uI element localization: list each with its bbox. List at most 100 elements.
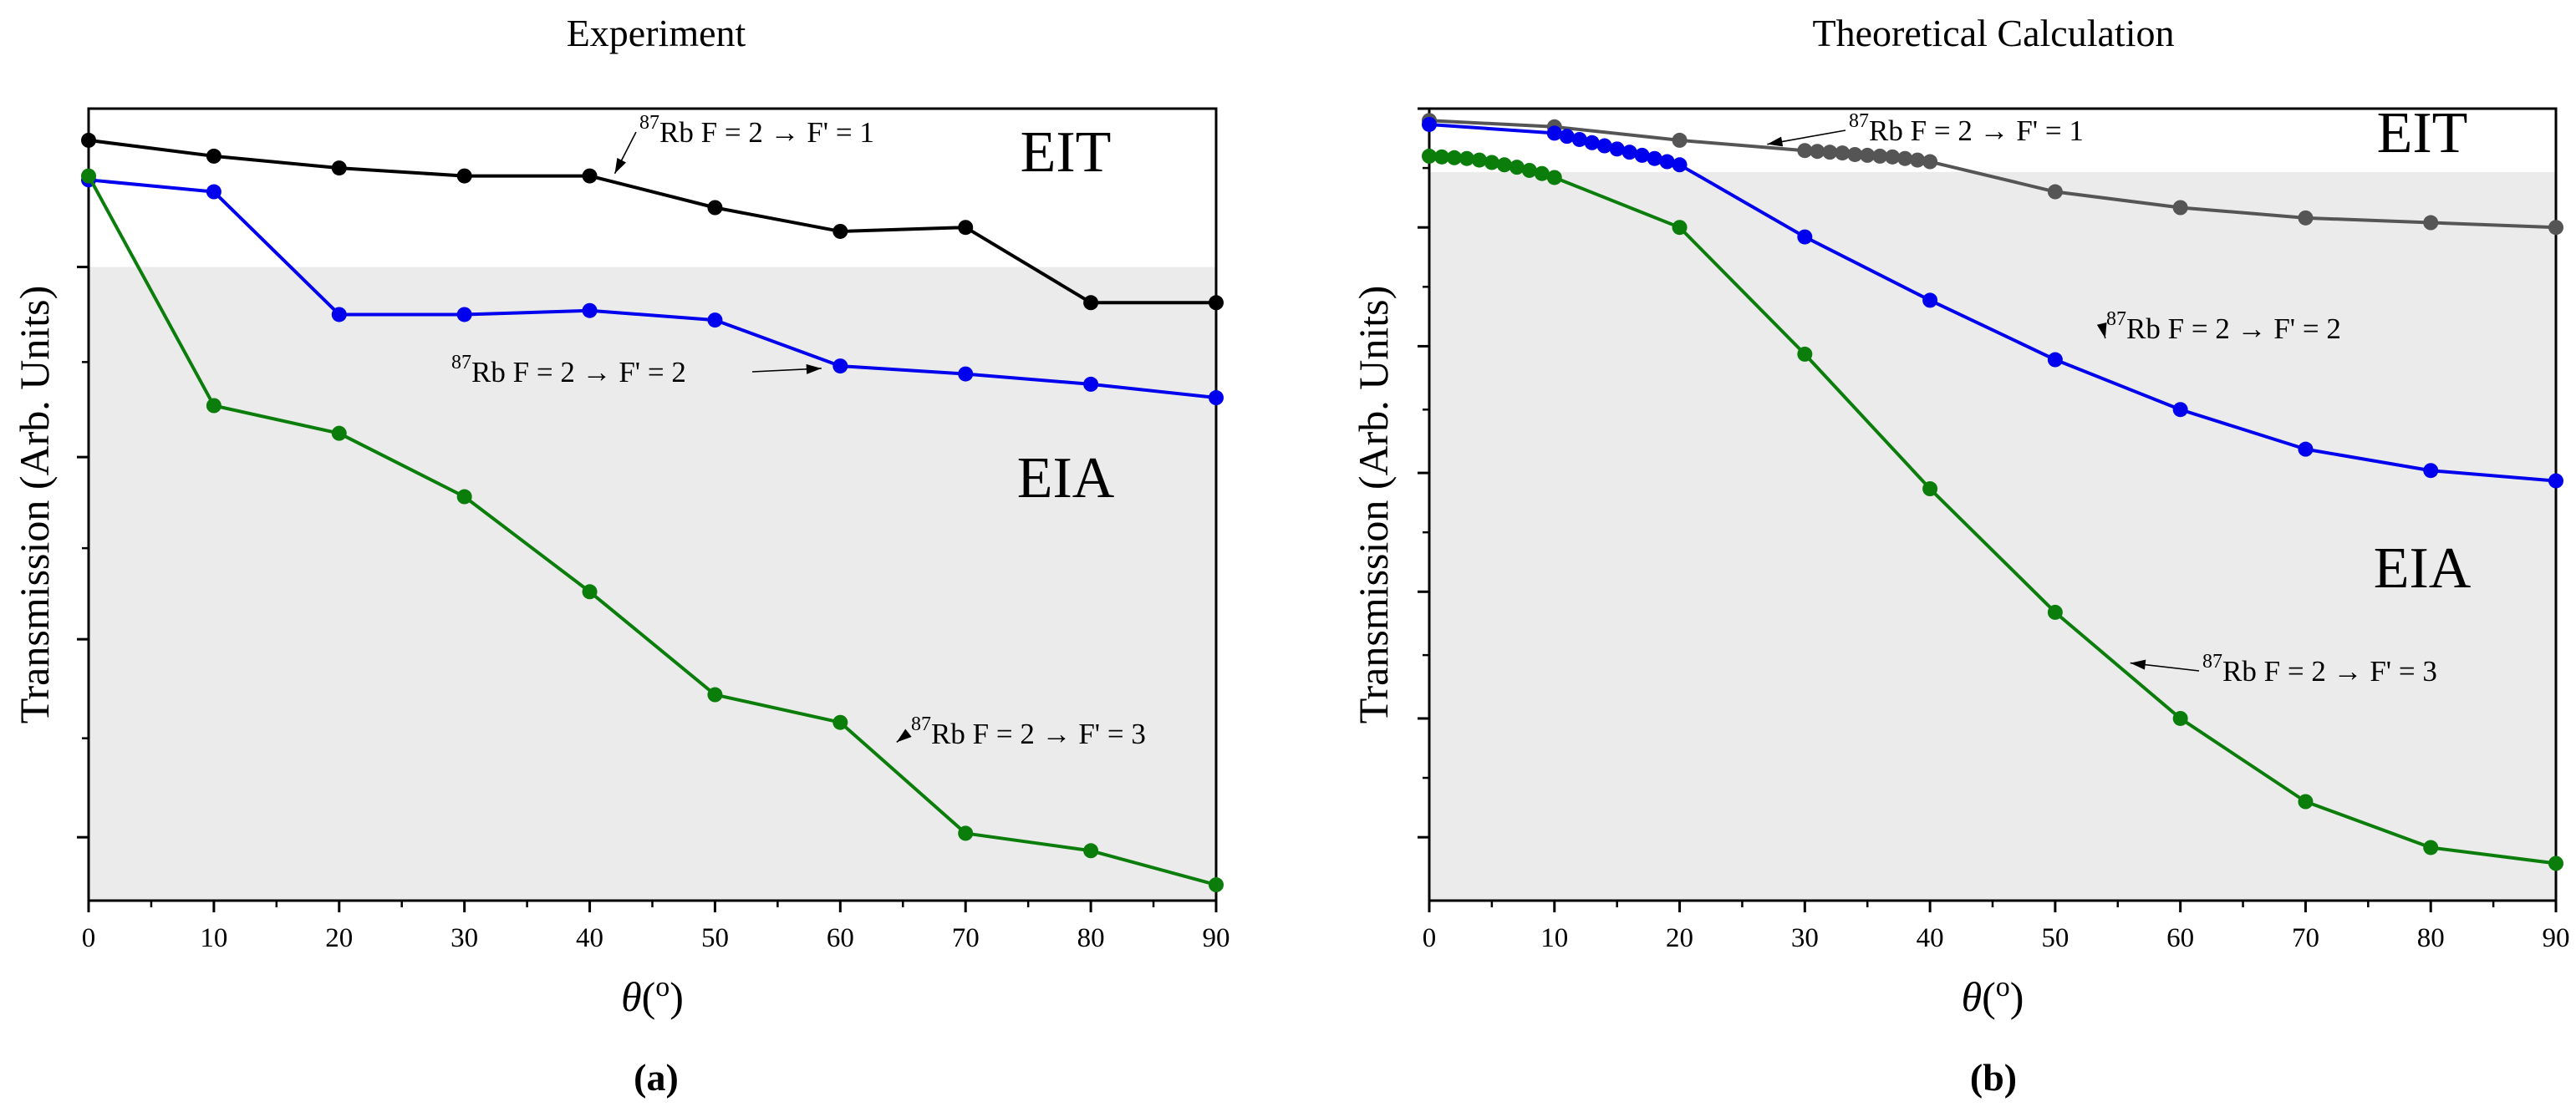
x-tick-label: 90 (1203, 923, 1230, 953)
data-point (206, 398, 221, 414)
annotation-arrowhead (1767, 136, 1784, 147)
data-point (331, 307, 347, 322)
data-point (81, 168, 96, 184)
x-tick-label: 60 (2166, 923, 2194, 953)
data-point (2298, 210, 2314, 226)
series-3 (1422, 148, 2563, 871)
data-point (2047, 352, 2063, 368)
annotation-arrowhead (2096, 322, 2107, 338)
data-point (582, 302, 598, 318)
data-point (1422, 148, 1437, 164)
data-point (456, 307, 472, 322)
region-label-eia: EIA (2374, 536, 2472, 601)
data-point (1209, 877, 1224, 893)
data-point (1634, 147, 1650, 163)
eia-shaded-region (89, 267, 1216, 901)
data-point (1484, 155, 1499, 170)
data-point (1797, 229, 1813, 245)
data-point (832, 358, 848, 374)
data-point (1609, 141, 1625, 157)
series-line (88, 138, 1216, 305)
panel-label: (b) (1970, 1056, 2017, 1099)
data-point (1672, 157, 1688, 173)
data-point (1797, 346, 1813, 362)
data-point (206, 148, 221, 164)
data-point (2548, 220, 2563, 236)
data-point (331, 160, 347, 176)
data-point (1471, 152, 1487, 168)
data-point (2172, 402, 2188, 418)
data-point (1922, 154, 1938, 170)
x-tick-label: 20 (325, 923, 353, 953)
data-point (1822, 145, 1838, 160)
data-point (2298, 794, 2314, 810)
data-point (1083, 376, 1099, 392)
x-tick-label: 50 (701, 923, 729, 953)
data-point (2423, 840, 2439, 856)
data-point (1810, 144, 1825, 160)
series-line (87, 175, 1217, 886)
x-axis-symbol: θ (1962, 973, 1983, 1020)
chart-panel-2: Theoretical Calculation Transmission (Arb… (1350, 12, 2570, 1099)
x-tick-label: 40 (1917, 923, 1944, 953)
data-point (81, 132, 96, 148)
data-point (1672, 220, 1688, 236)
data-point (456, 168, 472, 184)
data-point (456, 489, 472, 505)
series-line (88, 178, 1217, 400)
x-tick-label: 80 (1077, 923, 1105, 953)
data-point (2047, 184, 2063, 200)
annotation-arrowhead (896, 729, 912, 743)
annotation-label: 87Rb F = 2 → F' = 2 (451, 352, 686, 388)
y-axis-label: Transmission (Arb. Units) (11, 286, 58, 724)
x-tick-label: 0 (82, 923, 96, 953)
annotation-label: 87Rb F = 2 → F' = 1 (1849, 110, 2084, 147)
data-point (2548, 856, 2563, 871)
annotation-1: 87Rb F = 2 → F' = 1 (1767, 110, 2084, 147)
data-point (1621, 145, 1637, 160)
data-point (1922, 481, 1938, 497)
data-point (1446, 150, 1462, 165)
data-point (1571, 131, 1587, 147)
x-tick-label: 80 (2417, 923, 2445, 953)
x-tick-label: 30 (1791, 923, 1819, 953)
data-point (2423, 463, 2439, 479)
annotation-label: 87Rb F = 2 → F' = 3 (2202, 651, 2437, 688)
data-point (1509, 160, 1525, 175)
data-point (1835, 145, 1851, 161)
data-point (1459, 150, 1474, 166)
x-tick-label: 0 (1423, 923, 1437, 953)
data-point (707, 687, 723, 703)
data-point (1422, 116, 1437, 132)
x-tick-label: 10 (1540, 923, 1568, 953)
x-axis-label: θ(o) (621, 972, 684, 1020)
annotation-3: 87Rb F = 2 → F' = 3 (896, 713, 1146, 750)
data-point (206, 184, 221, 200)
data-point (1596, 138, 1612, 154)
annotation-1: 87Rb F = 2 → F' = 1 (613, 112, 874, 175)
x-tick-label: 90 (2543, 923, 2570, 953)
annotation-label: 87Rb F = 2 → F' = 2 (2106, 308, 2341, 345)
y-axis-label: Transmission (Arb. Units) (1350, 286, 1397, 724)
chart-panel-1: Experiment Transmission (Arb. Units) θ(o) (… (11, 12, 1230, 1099)
chart-title: Theoretical Calculation (1813, 12, 2175, 54)
data-point (1209, 295, 1224, 311)
annotation-arrowhead (806, 363, 822, 374)
data-point (2298, 441, 2314, 457)
series-1 (81, 132, 1224, 311)
data-point (1534, 165, 1550, 181)
annotation-arrowhead (2130, 659, 2146, 670)
eia-shaded-region (1429, 171, 2556, 901)
data-point (707, 200, 723, 216)
data-point (1847, 146, 1863, 162)
x-tick-label: 30 (451, 923, 478, 953)
data-point (958, 366, 974, 382)
data-point (1659, 154, 1675, 170)
panel-label: (a) (634, 1056, 679, 1099)
data-point (1546, 170, 1562, 185)
x-axis-label: θ(o) (1962, 972, 2024, 1020)
data-point (1897, 150, 1913, 166)
data-point (1546, 125, 1562, 141)
data-point (1910, 152, 1926, 168)
data-point (331, 425, 347, 441)
